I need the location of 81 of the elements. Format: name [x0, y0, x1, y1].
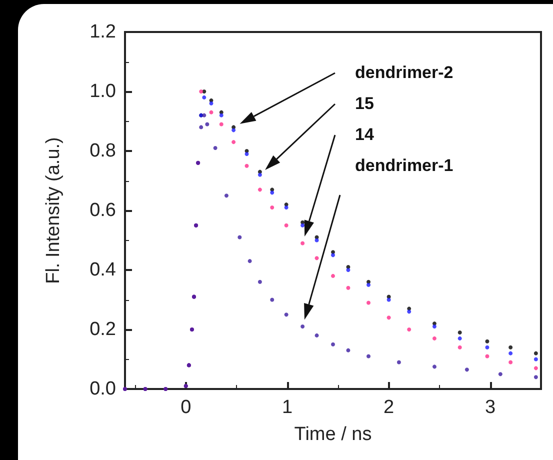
- point: [485, 339, 490, 344]
- point: [534, 357, 538, 362]
- point: [209, 110, 214, 114]
- point: [205, 122, 210, 126]
- point: [232, 128, 236, 132]
- point: [346, 286, 350, 290]
- point: [366, 354, 371, 358]
- point: [219, 122, 224, 126]
- x-tick-label: 0: [180, 397, 192, 418]
- point: [331, 342, 335, 346]
- y-axis-title: Fl. Intensity (a.u.): [43, 137, 64, 284]
- point: [248, 259, 252, 264]
- point: [314, 256, 319, 260]
- point: [458, 336, 462, 340]
- point: [432, 324, 436, 329]
- point: [508, 345, 513, 350]
- x-tick-label: 2: [384, 397, 394, 418]
- point: [508, 360, 513, 364]
- point: [485, 345, 490, 350]
- annotation: dendrimer-2: [355, 63, 454, 82]
- point: [498, 372, 502, 376]
- point: [258, 188, 262, 192]
- point: [213, 146, 218, 150]
- point: [270, 206, 274, 210]
- y-tick-label: 1.2: [90, 22, 116, 42]
- point: [284, 223, 288, 228]
- point: [458, 345, 462, 350]
- point: [300, 241, 305, 246]
- point: [386, 316, 391, 320]
- y-tick-label: 0.4: [90, 260, 116, 280]
- point: [284, 206, 288, 210]
- point: [534, 375, 538, 380]
- y-tick-label: 0.6: [90, 200, 116, 221]
- point: [224, 194, 228, 198]
- point: [202, 95, 206, 100]
- point: [199, 125, 204, 130]
- annotation: dendrimer-1: [355, 156, 454, 175]
- y-tick-label: 0.8: [90, 140, 116, 162]
- point: [464, 368, 469, 372]
- point: [331, 274, 335, 278]
- point: [300, 324, 305, 329]
- point: [432, 364, 436, 369]
- x-tick-label: 3: [484, 397, 496, 418]
- point: [485, 354, 490, 358]
- point: [366, 282, 371, 287]
- y-tick-label: 1.0: [90, 81, 116, 102]
- point: [458, 330, 462, 334]
- y-tick-label: 0.2: [90, 319, 116, 340]
- y-tick-label: 0.0: [90, 378, 116, 400]
- point: [314, 333, 319, 338]
- point: [432, 336, 436, 340]
- point: [314, 238, 319, 242]
- point: [232, 140, 236, 144]
- point: [244, 164, 249, 168]
- point: [534, 351, 538, 356]
- point: [219, 113, 224, 118]
- point: [202, 113, 206, 118]
- point: [270, 298, 274, 302]
- point: [244, 152, 249, 156]
- point: [346, 268, 350, 272]
- point: [386, 298, 391, 302]
- annotation: 14: [355, 125, 374, 144]
- point: [199, 90, 204, 94]
- point: [284, 312, 288, 317]
- point: [508, 351, 513, 356]
- point: [258, 280, 262, 284]
- point: [407, 310, 412, 314]
- point: [300, 223, 305, 228]
- point: [238, 235, 242, 240]
- point: [396, 360, 401, 364]
- x-axis-title: Time / ns: [294, 424, 372, 445]
- point: [366, 300, 371, 305]
- point: [534, 366, 538, 370]
- point: [331, 253, 335, 258]
- annotation: 15: [355, 94, 374, 113]
- point: [258, 172, 262, 177]
- point: [407, 328, 412, 332]
- point: [270, 190, 274, 195]
- x-tick-label: 1: [282, 397, 293, 418]
- point: [346, 348, 350, 352]
- point: [209, 101, 214, 106]
